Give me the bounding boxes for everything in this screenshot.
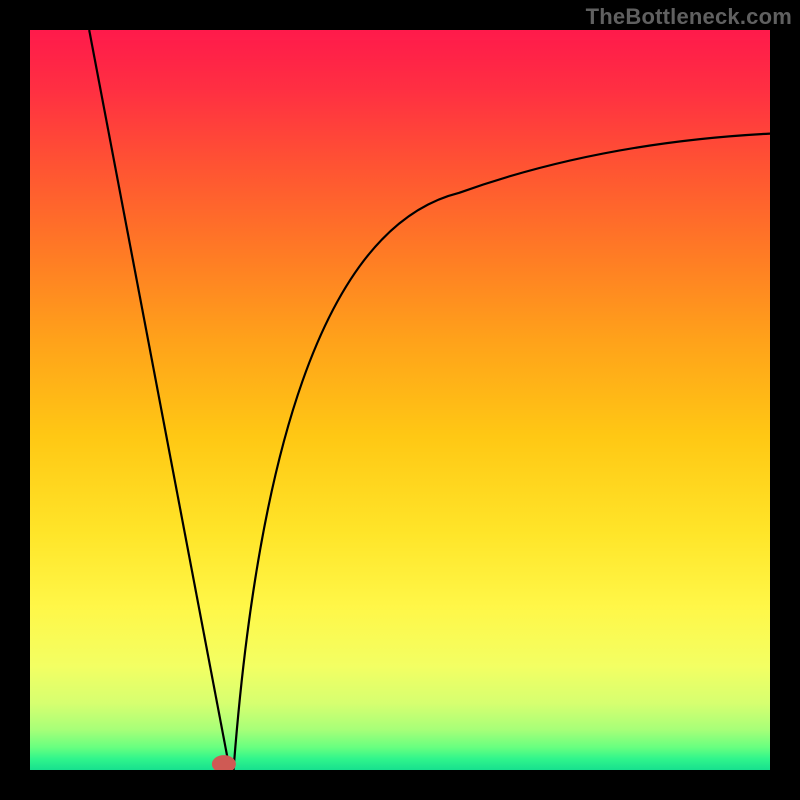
curve-right-segment [234,134,771,770]
chart-container: TheBottleneck.com [0,0,800,800]
minimum-marker [212,755,236,770]
curve-layer [30,30,770,770]
curve-left-segment [89,30,230,770]
plot-area [30,30,770,770]
watermark-text: TheBottleneck.com [586,4,792,30]
